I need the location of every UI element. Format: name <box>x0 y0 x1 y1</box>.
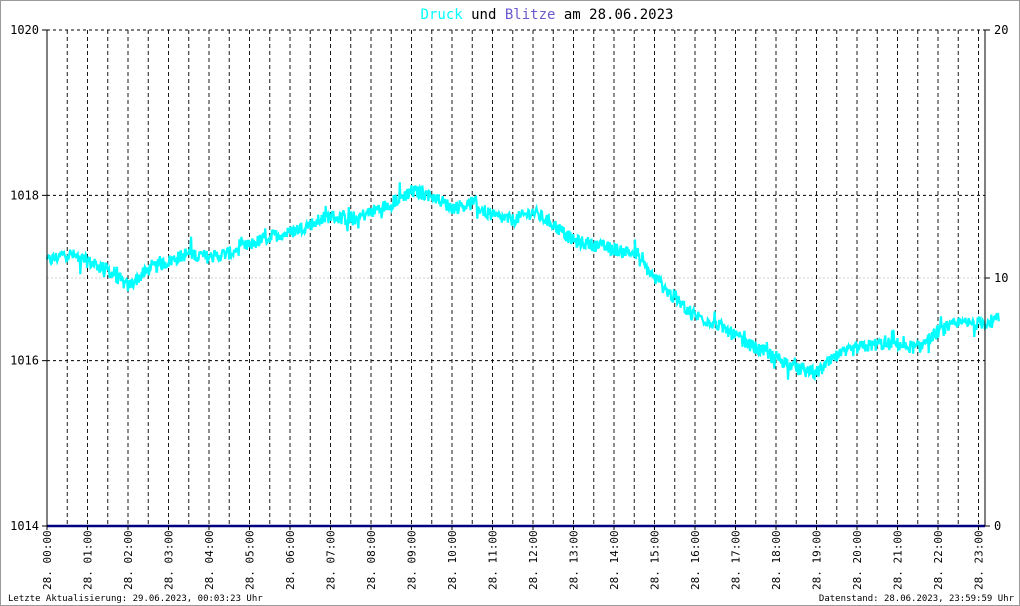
x-tick-label: 28. 03:00 <box>163 530 176 590</box>
x-tick-label: 28. 06:00 <box>284 530 297 590</box>
title-druck: Druck <box>421 7 464 23</box>
x-tick-label: 28. 01:00 <box>82 530 95 590</box>
y-tick-label-left: 1014 <box>10 519 39 533</box>
y-tick-label-left: 1020 <box>10 23 39 37</box>
y-tick-label-right: 0 <box>994 519 1001 533</box>
x-tick-label: 28. 12:00 <box>527 530 540 590</box>
x-tick-label: 28. 16:00 <box>689 530 702 590</box>
series-layer <box>45 182 1000 528</box>
x-tick-label: 28. 00:00 <box>41 530 54 590</box>
x-tick-label: 28. 13:00 <box>568 530 581 590</box>
x-tick-label: 28. 02:00 <box>122 530 135 590</box>
x-tick-label: 28. 22:00 <box>932 530 945 590</box>
chart-title: Druck und Blitze am 28.06.2023 <box>421 7 674 23</box>
title-date: am 28.06.2023 <box>555 7 673 23</box>
x-tick-label: 28. 10:00 <box>446 530 459 590</box>
x-tick-label: 28. 23:00 <box>973 530 986 590</box>
y-tick-label-right: 10 <box>994 271 1008 285</box>
title-und: und <box>463 7 505 23</box>
x-tick-label: 28. 15:00 <box>649 530 662 590</box>
x-tick-label: 28. 14:00 <box>608 530 621 590</box>
x-tick-label: 28. 18:00 <box>770 530 783 590</box>
grid-layer <box>47 29 985 526</box>
data-timestamp-text: Datenstand: 28.06.2023, 23:59:59 Uhr <box>818 594 1014 604</box>
axis-layer <box>42 29 990 530</box>
x-tick-label: 28. 07:00 <box>325 530 338 590</box>
x-tick-label: 28. 21:00 <box>892 530 905 590</box>
x-tick-label: 28. 05:00 <box>244 530 257 590</box>
y-tick-label-left: 1016 <box>10 354 39 368</box>
x-tick-label: 28. 04:00 <box>203 530 216 590</box>
y-tick-label-left: 1018 <box>10 188 39 202</box>
x-tick-label: 28. 09:00 <box>406 530 419 590</box>
x-tick-label: 28. 08:00 <box>365 530 378 590</box>
x-tick-label: 28. 19:00 <box>811 530 824 590</box>
title-blitze: Blitze <box>505 7 556 23</box>
x-tick-label: 28. 17:00 <box>730 530 743 590</box>
series-druck-line <box>45 182 1000 382</box>
last-update-text: Letzte Aktualisierung: 29.06.2023, 00:03… <box>8 594 263 604</box>
y-tick-label-right: 20 <box>994 23 1008 37</box>
x-tick-label: 28. 11:00 <box>487 530 500 590</box>
x-tick-label: 28. 20:00 <box>851 530 864 590</box>
